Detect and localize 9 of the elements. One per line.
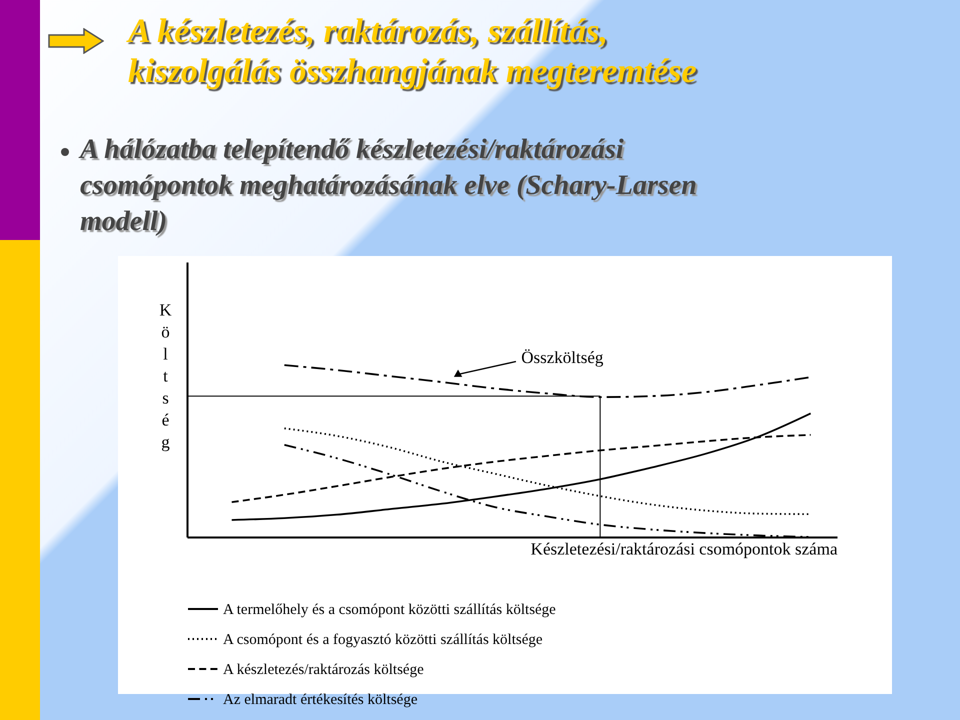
y-axis-title: Költség xyxy=(159,300,172,452)
legend-label: Az elmaradt értékesítés költsége xyxy=(223,692,418,708)
legend-label: A csomópont és a fogyasztó közötti szállítás költsége xyxy=(223,632,543,648)
legend-label: A termelőhely és a csomópont közötti szállítás költsége xyxy=(223,602,556,618)
x-axis-title: Készletezési/raktározási csomópontok száma xyxy=(530,540,838,558)
legend-label: A készletezés/raktározás költsége xyxy=(223,662,424,678)
chart-title: A készletezés, raktározás, szállítás, kiszolgálás összhangjának megteremtése xyxy=(128,12,698,92)
annotation: Összköltség xyxy=(521,348,604,368)
chart-subtitle: A hálózatba telepítendő készletezési/raktározási csomópontok meghatározásának elve (Schary-Larsen modell) xyxy=(80,133,698,239)
